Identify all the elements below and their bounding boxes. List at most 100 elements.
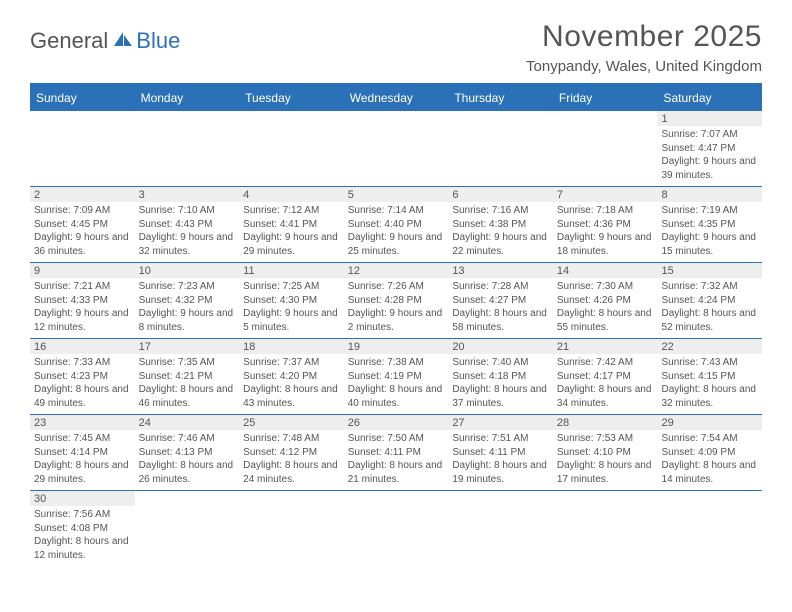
week-row: 2Sunrise: 7:09 AMSunset: 4:45 PMDaylight… — [30, 187, 762, 263]
day-cell: 24Sunrise: 7:46 AMSunset: 4:13 PMDayligh… — [135, 415, 240, 490]
sunrise-text: Sunrise: 7:45 AM — [34, 432, 131, 446]
day-number: 13 — [448, 263, 553, 278]
day-cell: 18Sunrise: 7:37 AMSunset: 4:20 PMDayligh… — [239, 339, 344, 414]
day-cell: 3Sunrise: 7:10 AMSunset: 4:43 PMDaylight… — [135, 187, 240, 262]
day-number: 6 — [448, 187, 553, 202]
daylight-text: Daylight: 8 hours and 32 minutes. — [661, 383, 758, 410]
day-cell: 22Sunrise: 7:43 AMSunset: 4:15 PMDayligh… — [657, 339, 762, 414]
day-number: 5 — [344, 187, 449, 202]
day-cell: 9Sunrise: 7:21 AMSunset: 4:33 PMDaylight… — [30, 263, 135, 338]
sunset-text: Sunset: 4:10 PM — [557, 446, 654, 460]
day-cell: 25Sunrise: 7:48 AMSunset: 4:12 PMDayligh… — [239, 415, 344, 490]
day-number: 30 — [30, 491, 135, 506]
header: General Blue November 2025 Tonypandy, Wa… — [0, 0, 792, 83]
day-cell: . — [553, 491, 658, 566]
day-cell: 21Sunrise: 7:42 AMSunset: 4:17 PMDayligh… — [553, 339, 658, 414]
sail-icon — [112, 30, 134, 53]
sunrise-text: Sunrise: 7:12 AM — [243, 204, 340, 218]
day-number: 15 — [657, 263, 762, 278]
day-number: 11 — [239, 263, 344, 278]
sunrise-text: Sunrise: 7:21 AM — [34, 280, 131, 294]
daylight-text: Daylight: 8 hours and 34 minutes. — [557, 383, 654, 410]
day-number: 9 — [30, 263, 135, 278]
sunset-text: Sunset: 4:09 PM — [661, 446, 758, 460]
daylight-text: Daylight: 8 hours and 17 minutes. — [557, 459, 654, 486]
day-cell: 14Sunrise: 7:30 AMSunset: 4:26 PMDayligh… — [553, 263, 658, 338]
sunrise-text: Sunrise: 7:07 AM — [661, 128, 758, 142]
sunrise-text: Sunrise: 7:40 AM — [452, 356, 549, 370]
day-cell: . — [344, 491, 449, 566]
day-cell: 16Sunrise: 7:33 AMSunset: 4:23 PMDayligh… — [30, 339, 135, 414]
sunset-text: Sunset: 4:21 PM — [139, 370, 236, 384]
title-block: November 2025 Tonypandy, Wales, United K… — [526, 20, 762, 75]
sunset-text: Sunset: 4:26 PM — [557, 294, 654, 308]
sunset-text: Sunset: 4:11 PM — [452, 446, 549, 460]
day-cell: . — [30, 111, 135, 186]
sunset-text: Sunset: 4:40 PM — [348, 218, 445, 232]
sunset-text: Sunset: 4:08 PM — [34, 522, 131, 536]
sunset-text: Sunset: 4:18 PM — [452, 370, 549, 384]
daylight-text: Daylight: 8 hours and 29 minutes. — [34, 459, 131, 486]
sunrise-text: Sunrise: 7:28 AM — [452, 280, 549, 294]
daylight-text: Daylight: 9 hours and 2 minutes. — [348, 307, 445, 334]
day-number: 17 — [135, 339, 240, 354]
day-number: 21 — [553, 339, 658, 354]
sunrise-text: Sunrise: 7:33 AM — [34, 356, 131, 370]
sunset-text: Sunset: 4:43 PM — [139, 218, 236, 232]
daylight-text: Daylight: 8 hours and 21 minutes. — [348, 459, 445, 486]
week-row: 16Sunrise: 7:33 AMSunset: 4:23 PMDayligh… — [30, 339, 762, 415]
day-cell: 1Sunrise: 7:07 AMSunset: 4:47 PMDaylight… — [657, 111, 762, 186]
logo: General Blue — [30, 28, 180, 54]
day-cell: 29Sunrise: 7:54 AMSunset: 4:09 PMDayligh… — [657, 415, 762, 490]
sunrise-text: Sunrise: 7:23 AM — [139, 280, 236, 294]
daylight-text: Daylight: 8 hours and 24 minutes. — [243, 459, 340, 486]
sunrise-text: Sunrise: 7:09 AM — [34, 204, 131, 218]
sunrise-text: Sunrise: 7:26 AM — [348, 280, 445, 294]
daylight-text: Daylight: 9 hours and 18 minutes. — [557, 231, 654, 258]
day-number: 26 — [344, 415, 449, 430]
calendar: Sunday Monday Tuesday Wednesday Thursday… — [30, 83, 762, 566]
page-title: November 2025 — [526, 20, 762, 54]
day-cell: . — [344, 111, 449, 186]
sunrise-text: Sunrise: 7:16 AM — [452, 204, 549, 218]
daylight-text: Daylight: 8 hours and 46 minutes. — [139, 383, 236, 410]
sunset-text: Sunset: 4:47 PM — [661, 142, 758, 156]
day-cell: . — [135, 111, 240, 186]
day-cell: 10Sunrise: 7:23 AMSunset: 4:32 PMDayligh… — [135, 263, 240, 338]
sunset-text: Sunset: 4:28 PM — [348, 294, 445, 308]
week-row: ......1Sunrise: 7:07 AMSunset: 4:47 PMDa… — [30, 111, 762, 187]
day-number: 1 — [657, 111, 762, 126]
sunset-text: Sunset: 4:32 PM — [139, 294, 236, 308]
day-cell: . — [448, 491, 553, 566]
day-number: 28 — [553, 415, 658, 430]
sunrise-text: Sunrise: 7:14 AM — [348, 204, 445, 218]
sunrise-text: Sunrise: 7:19 AM — [661, 204, 758, 218]
sunrise-text: Sunrise: 7:35 AM — [139, 356, 236, 370]
daylight-text: Daylight: 8 hours and 55 minutes. — [557, 307, 654, 334]
sunset-text: Sunset: 4:15 PM — [661, 370, 758, 384]
day-number: 27 — [448, 415, 553, 430]
week-row: 30Sunrise: 7:56 AMSunset: 4:08 PMDayligh… — [30, 491, 762, 566]
day-cell: . — [553, 111, 658, 186]
sunrise-text: Sunrise: 7:46 AM — [139, 432, 236, 446]
sunrise-text: Sunrise: 7:51 AM — [452, 432, 549, 446]
sunset-text: Sunset: 4:20 PM — [243, 370, 340, 384]
sunset-text: Sunset: 4:38 PM — [452, 218, 549, 232]
sunrise-text: Sunrise: 7:37 AM — [243, 356, 340, 370]
daylight-text: Daylight: 8 hours and 43 minutes. — [243, 383, 340, 410]
daylight-text: Daylight: 8 hours and 14 minutes. — [661, 459, 758, 486]
dayhead-fri: Friday — [553, 85, 658, 111]
dayhead-sat: Saturday — [657, 85, 762, 111]
day-cell: 2Sunrise: 7:09 AMSunset: 4:45 PMDaylight… — [30, 187, 135, 262]
day-cell: 15Sunrise: 7:32 AMSunset: 4:24 PMDayligh… — [657, 263, 762, 338]
sunset-text: Sunset: 4:30 PM — [243, 294, 340, 308]
daylight-text: Daylight: 8 hours and 26 minutes. — [139, 459, 236, 486]
daylight-text: Daylight: 9 hours and 5 minutes. — [243, 307, 340, 334]
sunrise-text: Sunrise: 7:10 AM — [139, 204, 236, 218]
day-cell: 6Sunrise: 7:16 AMSunset: 4:38 PMDaylight… — [448, 187, 553, 262]
sunset-text: Sunset: 4:27 PM — [452, 294, 549, 308]
sunrise-text: Sunrise: 7:32 AM — [661, 280, 758, 294]
sunrise-text: Sunrise: 7:43 AM — [661, 356, 758, 370]
day-number: 25 — [239, 415, 344, 430]
day-cell: . — [657, 491, 762, 566]
